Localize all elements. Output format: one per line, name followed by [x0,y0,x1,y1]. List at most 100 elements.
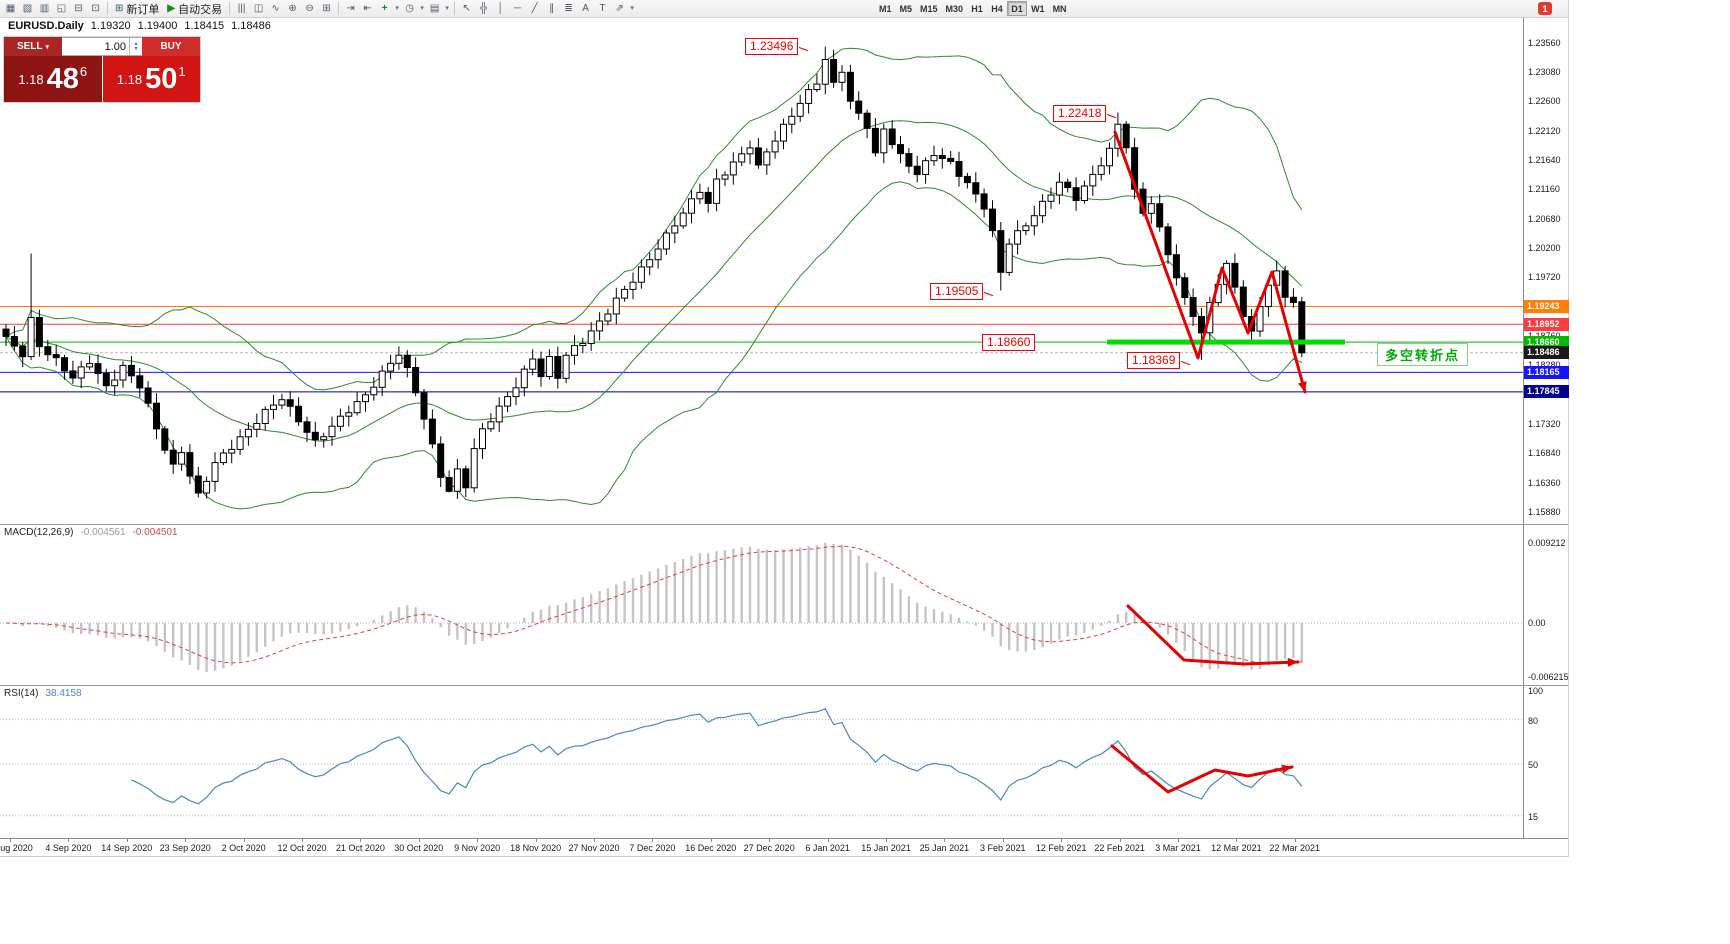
cursor-icon[interactable]: ↖ [458,1,475,16]
candlestick-chart-icon[interactable]: ◫ [250,1,267,16]
channel-icon[interactable]: ∥ [543,1,560,16]
sell-price-display[interactable]: 1.18 48 6 [4,56,102,102]
time-tick [1061,839,1063,842]
price-annotation[interactable]: 1.18369 [1127,352,1181,369]
time-tick [1236,839,1238,842]
templates-icon[interactable]: ▤ [426,1,443,16]
rsi-label: RSI(14) [4,688,39,699]
date-label: 3 Mar 2021 [1155,843,1201,853]
date-label: 3 Feb 2021 [980,843,1026,853]
zoom-in-icon[interactable]: ⊕ [284,1,301,16]
periods-icon[interactable]: ◷ [401,1,418,16]
timeframe-mn-button[interactable]: MN [1049,1,1071,16]
timeframe-m15-button[interactable]: M15 [916,1,942,16]
new-order-button[interactable]: ⊞ 新订单 [111,1,163,16]
time-scale[interactable]: 6 Aug 2020 4 Sep 2020 14 Sep 2020 23 Sep 20… [0,838,1568,856]
timeframe-h4-button[interactable]: H4 [987,1,1007,16]
bars-chart-icon[interactable]: ||| [233,1,250,16]
date-label: 2 Oct 2020 [221,843,266,853]
toolbar-separator [454,2,456,15]
date-label: 12 Mar 2021 [1211,843,1262,853]
buy-button-label: BUY [160,41,182,52]
trend-arrow-macd[interactable] [1126,604,1300,666]
label-icon[interactable]: T [594,1,611,16]
notification-badge[interactable]: 1 [1538,2,1552,15]
time-tick [535,839,537,842]
market-watch-icon[interactable]: ▥ [36,1,53,16]
volume-decrease-button[interactable]: ▾ [134,45,138,52]
annotation-leader-line [983,291,994,297]
ohlc-high: 1.19400 [137,20,178,32]
indicators-caret-icon[interactable]: ▾ [393,1,401,16]
trend-arrow-rsi-head [1281,764,1292,774]
support-zone-line[interactable] [1107,339,1345,345]
time-tick [126,839,128,842]
price-tag: 1.18952 [1524,317,1569,331]
chart-window: ▦ ▧ ▥ ◱ ⊟ ⊡ ⊞ 新订单 ▶ 自动交易 ||| ◫ ∿ ⊕ ⊖ ⊞ ⇥ ⇤ + ▾ ◷ ▾ ▤ ▾ ↖ ╬… [0,0,1569,857]
timeframe-d1-button[interactable]: D1 [1007,1,1028,16]
shapes-icon[interactable]: ⇗ [611,1,628,16]
price-scale-label: 1.17320 [1528,419,1561,429]
periods-caret-icon[interactable]: ▾ [418,1,426,16]
terminal-icon[interactable]: ⊡ [87,1,104,16]
date-label: 16 Dec 2020 [685,843,737,853]
autotrading-button[interactable]: ▶ 自动交易 [163,1,226,16]
buy-price-head: 1.18 [116,71,143,87]
buy-button[interactable]: BUY [142,37,200,56]
rsi-scale-label: 50 [1528,760,1539,770]
autotrading-icon: ▶ [167,2,176,14]
navigator-icon[interactable]: ⊟ [70,1,87,16]
vertical-line-icon[interactable]: │ [492,1,509,16]
price-tag: 1.19243 [1524,300,1569,313]
macd-main-value: -0.004561 [80,527,126,538]
chart-shift-icon[interactable]: ⇤ [359,1,376,16]
timeframe-m1-button[interactable]: M1 [875,1,896,16]
rsi-scale-label: 80 [1528,715,1539,726]
indicators-icon[interactable]: + [376,1,393,16]
turning-point-label[interactable]: 多空转折点 [1377,343,1469,366]
price-scale[interactable]: 1.23560 1.23080 1.22600 1.22120 1.21640 1.211… [1523,18,1569,838]
timeframe-h1-button[interactable]: H1 [967,1,987,16]
toolbar-separator [338,2,340,15]
timeframe-w1-button[interactable]: W1 [1027,1,1049,16]
timeframe-m5-button[interactable]: M5 [896,1,917,16]
macd-signal-value: -0.004501 [132,527,178,538]
data-window-icon[interactable]: ◱ [53,1,70,16]
trend-arrow-rsi[interactable] [1110,744,1294,794]
new-chart-icon[interactable]: ▦ [2,1,19,16]
date-label: 18 Nov 2020 [510,843,562,853]
buy-price-display[interactable]: 1.18 50 1 [102,56,200,102]
price-scale-label: 1.21160 [1528,184,1560,195]
zoom-out-icon[interactable]: ⊖ [301,1,318,16]
time-tick [418,839,420,842]
line-chart-icon[interactable]: ∿ [267,1,284,16]
price-scale-label: 1.22600 [1528,96,1561,107]
profiles-icon[interactable]: ▧ [19,1,36,16]
price-annotation[interactable]: 1.18660 [982,334,1036,351]
trendline-icon[interactable]: ╱ [526,1,543,16]
templates-caret-icon[interactable]: ▾ [443,1,451,16]
price-annotation[interactable]: 1.23496 [745,38,799,55]
crosshair-icon[interactable]: ╬ [475,1,492,16]
fibonacci-icon[interactable]: ≣ [560,1,577,16]
toolbar-separator [229,2,231,15]
candles-group [2,46,1306,499]
shapes-caret-icon[interactable]: ▾ [628,1,636,16]
text-icon[interactable]: A [577,1,594,16]
timeframe-m30-button[interactable]: M30 [942,1,968,16]
volume-increase-button[interactable]: ▴ [134,40,138,47]
rsi-line [131,708,1303,805]
toolbar-group-file: ▦ ▧ ▥ ◱ ⊟ ⊡ [2,1,104,16]
horizontal-line-icon[interactable]: ─ [509,1,526,16]
price-annotation[interactable]: 1.22418 [1053,105,1107,122]
sell-button[interactable]: SELL ▾ [4,37,62,56]
macd-panel-splitter[interactable] [0,524,1568,525]
autoscroll-icon[interactable]: ⇥ [342,1,359,16]
rsi-panel-splitter[interactable] [0,685,1568,686]
volume-input[interactable]: 1.00 ▴ ▾ [62,37,142,56]
tile-windows-icon[interactable]: ⊞ [318,1,335,16]
date-label: 23 Sep 2020 [159,843,211,853]
sell-dropdown-caret-icon: ▾ [45,43,50,51]
price-annotation[interactable]: 1.19505 [930,283,984,300]
